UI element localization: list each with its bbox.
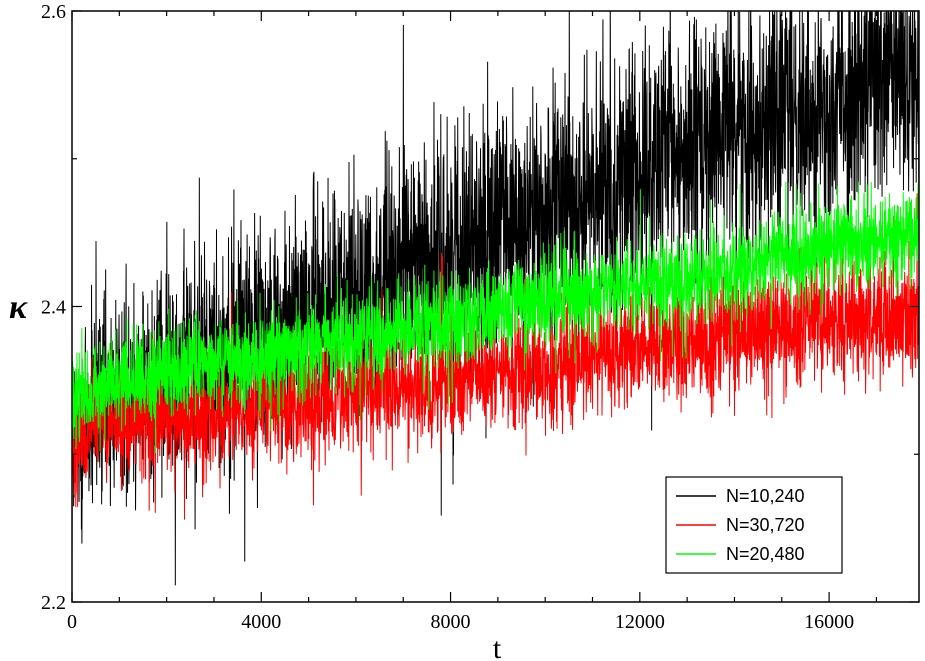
x-tick-label: 0 [67,611,77,633]
legend: N=10,240 N=30,720 N=20,480 [665,476,843,574]
legend-label: N=30,720 [726,515,805,535]
legend-item: N=20,480 [676,544,805,564]
x-tick-label: 12000 [615,611,665,633]
series-layer [72,11,919,586]
legend-label: N=20,480 [726,544,805,564]
legend-item: N=30,720 [676,515,805,535]
legend-item: N=10,240 [676,486,805,506]
y-axis-title: κ [9,289,28,326]
y-tick-label: 2.2 [41,592,66,614]
series-line-n10240 [72,11,919,586]
x-tick-label: 8000 [431,611,471,633]
ticks-layer [71,10,919,603]
legend-label: N=10,240 [726,486,805,506]
tick-labels-layer: 0 4000 8000 12000 16000 2.2 2.4 2.6 [41,1,854,633]
y-tick-label: 2.6 [41,1,66,23]
series-line-n20480 [72,181,919,454]
x-axis-title: t [493,632,502,661]
y-tick-label: 2.4 [41,297,66,319]
x-tick-label: 4000 [241,611,281,633]
series-line-n30720 [72,193,919,520]
x-tick-label: 16000 [804,611,854,633]
